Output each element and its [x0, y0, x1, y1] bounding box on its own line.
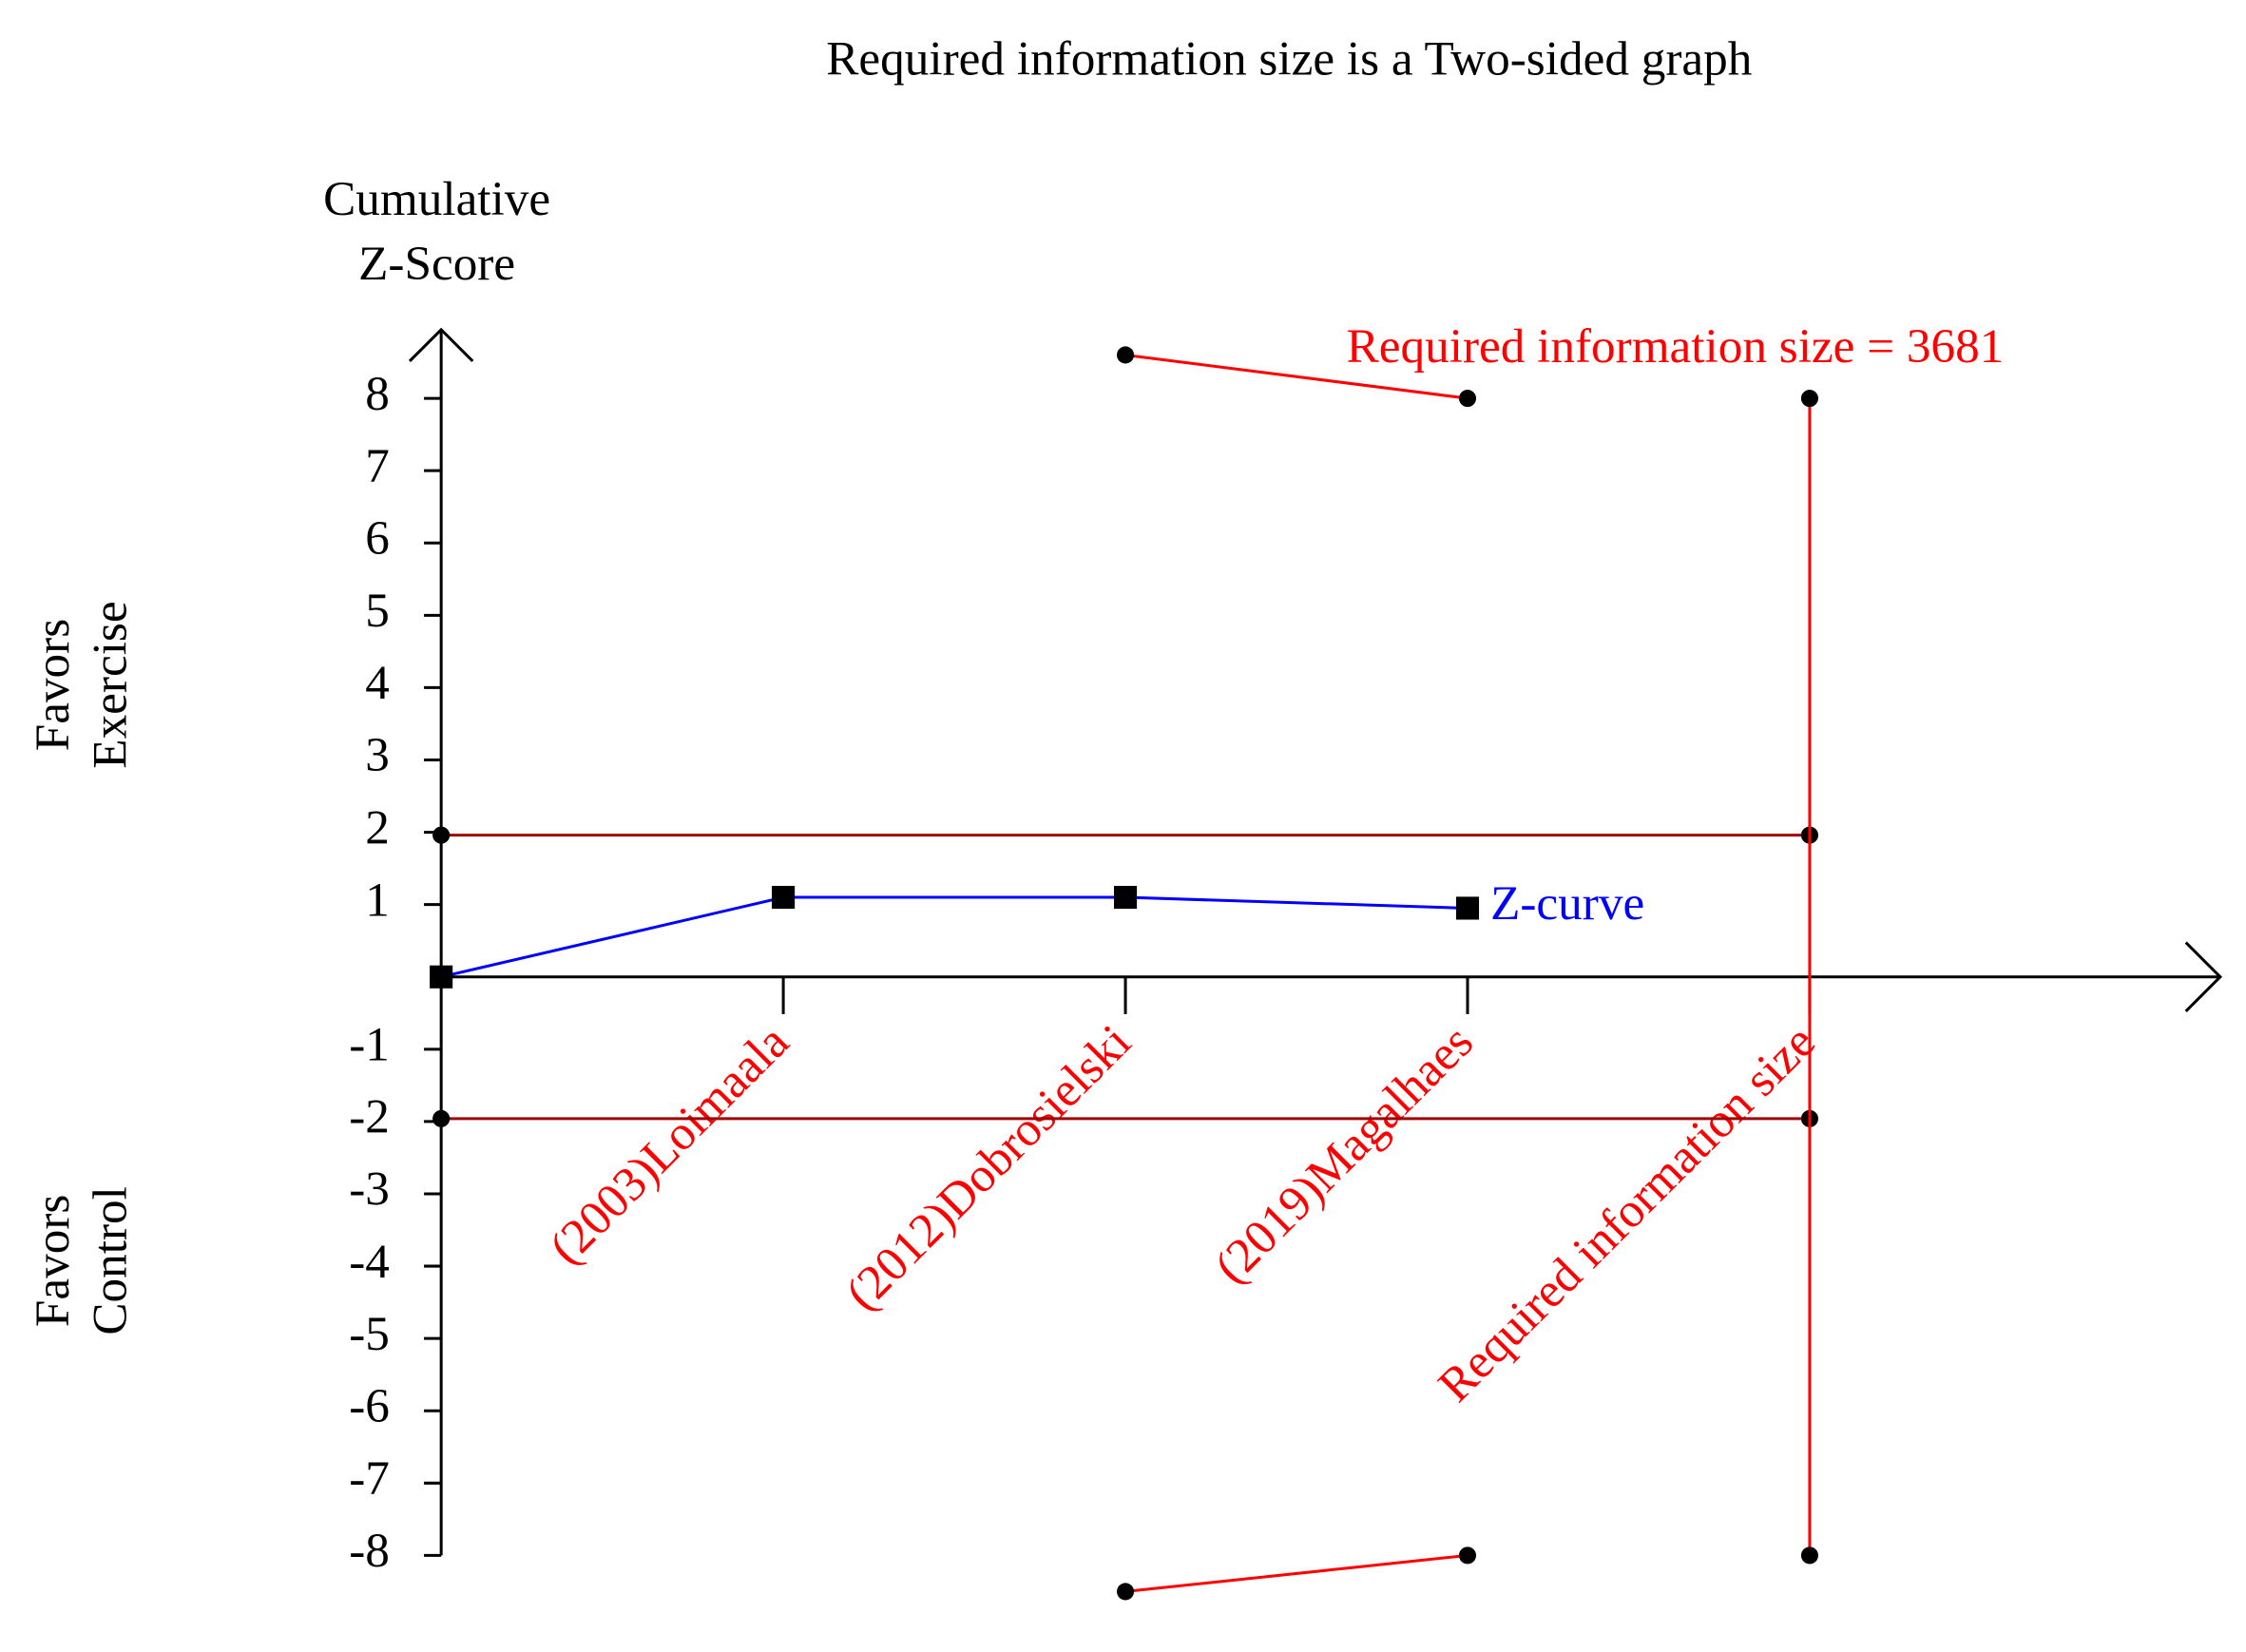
y-tick-label: -2 [349, 1090, 390, 1144]
y-axis-arrow [408, 327, 474, 363]
y-tick-label: -1 [349, 1018, 390, 1072]
y-tick-label: 4 [365, 656, 390, 710]
x-tick-label: (2012)Dobrosielski [835, 1015, 1142, 1321]
side-label-line: Control [83, 1186, 137, 1335]
point-marker [1117, 1583, 1135, 1601]
y-tick-label: 8 [365, 367, 390, 421]
y-tick-label: 7 [365, 439, 390, 493]
chart-title: Required information size is a Two-sided… [826, 31, 1752, 86]
point-marker [1800, 390, 1818, 408]
side-label-line: Favors [26, 1195, 80, 1327]
point-marker [1458, 390, 1477, 408]
x-tick-label: (2003)Loimaala [539, 1014, 799, 1275]
point-marker [432, 826, 451, 844]
y-tick-label: 2 [365, 800, 390, 855]
y-tick-label: 5 [365, 584, 390, 638]
y-tick-label: -5 [349, 1307, 390, 1361]
side-label-line: Exercise [83, 601, 137, 768]
series-line [1124, 353, 1469, 400]
point-marker [430, 965, 453, 989]
y-tick-label: -7 [349, 1451, 390, 1506]
y-tick-label: -4 [349, 1235, 390, 1289]
point-marker [1113, 885, 1138, 910]
y-tick-label: -3 [349, 1162, 390, 1217]
x-tick-label: (2019)Magalhaes [1204, 1015, 1484, 1295]
point-marker [1800, 1546, 1818, 1565]
y-axis-label: Cumulative [323, 172, 550, 226]
y-tick-label: -6 [349, 1379, 390, 1433]
series-line [1124, 1553, 1469, 1593]
side-label-line: Favors [26, 619, 80, 751]
point-marker [1458, 1546, 1477, 1565]
y-tick-label: 1 [365, 873, 390, 927]
y-tick-label: -8 [349, 1524, 390, 1578]
point-marker [432, 1109, 451, 1127]
side-label: Favors Exercise [26, 601, 137, 768]
point-marker [772, 885, 796, 910]
point-marker [1455, 896, 1480, 920]
series-line [440, 895, 1469, 979]
side-label: Favors Control [26, 1186, 137, 1335]
point-marker [1117, 346, 1135, 364]
annotation: Required information size = 3681 [1347, 319, 2005, 374]
series-label: Z-curve [1490, 876, 1644, 931]
y-tick-label: 6 [365, 511, 390, 566]
x-tick-label: Required information size [1428, 1015, 1825, 1412]
y-axis-label: Z-Score [358, 237, 515, 291]
x-axis-arrow [2184, 941, 2223, 1012]
y-tick-label: 3 [365, 728, 390, 782]
